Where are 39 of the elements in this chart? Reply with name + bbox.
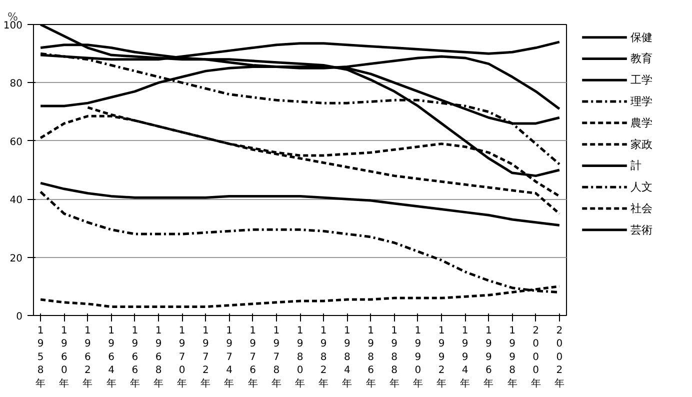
legend-label: 農学 <box>630 116 652 130</box>
legend-label: 教育 <box>630 52 652 66</box>
y-tick-label: 60 <box>10 136 23 148</box>
legend-label: 社会 <box>630 202 652 216</box>
legend-label: 保健 <box>630 30 652 44</box>
x-tick-label: 1962年 <box>82 326 93 390</box>
legend-label: 家政 <box>630 138 652 151</box>
x-tick-label: 1998年 <box>507 326 518 390</box>
legend-label: 理学 <box>630 95 652 108</box>
x-tick-label: 1994年 <box>460 326 470 390</box>
x-tick-label: 1996年 <box>484 326 494 390</box>
y-tick-label: 20 <box>10 253 23 264</box>
y-tick-label: 100 <box>3 20 23 32</box>
y-tick-label: 0 <box>16 312 23 322</box>
x-tick-label: 1960年 <box>59 326 70 390</box>
x-tick-label: 1974年 <box>224 326 234 390</box>
x-tick-label: 1992年 <box>436 326 447 390</box>
x-tick-label: 2002年 <box>554 326 564 390</box>
x-tick-label: 1972年 <box>200 326 211 390</box>
x-tick-label: 1978年 <box>271 326 282 390</box>
x-tick-label: 1968年 <box>153 326 164 390</box>
x-tick-label: 1984年 <box>342 326 352 390</box>
x-tick-label: 1976年 <box>248 326 258 390</box>
x-tick-label: 1964年 <box>106 326 116 390</box>
x-tick-label: 2000年 <box>530 326 541 390</box>
x-tick-label: 1970年 <box>177 326 188 390</box>
x-tick-label: 1990年 <box>412 326 423 390</box>
x-tick-label: 1958年 <box>36 326 46 390</box>
y-tick-label: 80 <box>10 78 23 90</box>
x-tick-label: 1986年 <box>366 326 376 390</box>
x-tick-label: 1982年 <box>318 326 329 390</box>
legend-label: 芸術 <box>630 223 652 236</box>
y-tick-label: 40 <box>10 195 23 206</box>
x-tick-label: 1988年 <box>389 326 400 390</box>
legend-label: 工学 <box>630 74 652 87</box>
legend-label: 計 <box>630 159 642 172</box>
legend-label: 人文 <box>630 180 652 194</box>
x-tick-label: 1980年 <box>295 326 305 390</box>
x-tick-label: 1966年 <box>130 326 140 390</box>
